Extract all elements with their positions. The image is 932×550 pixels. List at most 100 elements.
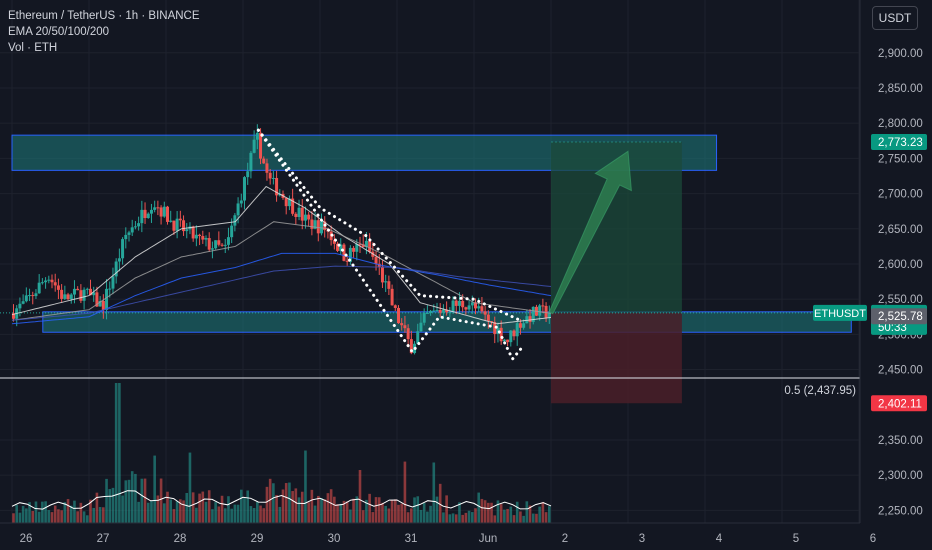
volume-bar: [204, 501, 208, 523]
volume-bar: [169, 499, 173, 523]
time-tick-label: 28: [174, 533, 187, 545]
candle: [291, 198, 295, 214]
candle: [28, 295, 32, 297]
volume-bar: [304, 450, 307, 523]
candle: [518, 323, 522, 328]
candle: [98, 301, 102, 307]
fib-label: 0.5 (2,437.95): [784, 385, 856, 397]
volume-indicator-label[interactable]: Vol · ETH: [8, 42, 58, 54]
volume-bar: [361, 510, 365, 523]
candle: [441, 309, 445, 313]
candle: [149, 209, 153, 214]
volume-bar: [182, 500, 185, 523]
volume-bar: [284, 483, 288, 523]
time-axis[interactable]: [0, 523, 932, 550]
candle: [316, 220, 320, 234]
candle: [403, 325, 407, 329]
candle: [194, 234, 198, 239]
volume-bar: [47, 510, 51, 523]
candle: [95, 292, 99, 307]
volume-bar: [37, 511, 41, 523]
candle: [249, 152, 253, 172]
volume-bar: [124, 480, 128, 523]
candle: [387, 281, 391, 289]
candle: [538, 305, 542, 316]
volume-bar: [477, 492, 481, 523]
volume-bar: [480, 498, 484, 523]
candle: [40, 282, 44, 284]
volume-bar: [531, 513, 535, 523]
candle: [76, 288, 80, 291]
volume-bar: [146, 502, 150, 523]
price-tick-label: 2,250.00: [878, 505, 923, 517]
candle: [127, 232, 131, 235]
volume-bar: [419, 509, 423, 523]
ema-line: [11, 252, 552, 325]
volume-bar: [220, 495, 224, 523]
volume-bar: [188, 452, 192, 523]
volume-bar: [191, 492, 195, 523]
volume-bar: [166, 491, 169, 523]
symbol-tag[interactable]: [813, 304, 867, 321]
price-tick-label: 2,300.00: [878, 470, 923, 482]
candle: [37, 282, 41, 294]
volume-bar: [316, 495, 320, 523]
time-tick-label: 3: [639, 533, 645, 545]
candle: [496, 327, 500, 334]
time-tick-label: 29: [251, 533, 264, 545]
candle: [220, 244, 224, 246]
candle: [352, 247, 356, 252]
candle: [92, 292, 96, 296]
volume-bar: [307, 502, 310, 523]
candle: [223, 244, 227, 246]
candle: [457, 300, 461, 306]
volume-bar: [470, 512, 474, 523]
candle: [515, 323, 519, 337]
volume-bar: [134, 473, 137, 523]
volume-bar: [461, 514, 464, 523]
wedge-lower-line[interactable]: [256, 128, 526, 362]
volume-bar: [143, 478, 147, 523]
symbol-title[interactable]: Ethereum / TetherUS · 1h · BINANCE: [8, 10, 200, 22]
volume-bar: [25, 508, 28, 523]
volume-bar: [162, 503, 166, 523]
candle: [69, 294, 73, 300]
stop-price-label-text: 2,402.11: [878, 398, 922, 410]
candle: [259, 132, 263, 159]
price-axis[interactable]: [860, 0, 932, 550]
candle: [393, 305, 397, 308]
candle: [397, 307, 400, 324]
ema-indicator-label[interactable]: EMA 20/50/100/200: [8, 26, 110, 38]
volume-bar: [541, 502, 545, 523]
candle: [432, 310, 436, 312]
candle: [374, 256, 378, 264]
candle: [409, 339, 413, 354]
candle: [419, 322, 423, 332]
candle: [18, 303, 22, 309]
volume-bar: [198, 493, 201, 523]
volume-bar: [85, 515, 89, 523]
volume-bar: [137, 501, 140, 523]
ema-line: [11, 221, 552, 321]
candle: [114, 261, 118, 277]
candle: [50, 279, 54, 283]
volume-bar: [31, 510, 35, 523]
target-price-label-text: 2,773.23: [878, 137, 923, 149]
candle: [246, 171, 250, 178]
volume-bar: [329, 489, 333, 523]
candle: [236, 203, 240, 216]
candle: [182, 220, 186, 232]
candle: [265, 163, 269, 173]
long-position-stop[interactable]: [551, 312, 682, 404]
candle: [358, 244, 362, 246]
candle: [124, 234, 128, 240]
candle: [214, 240, 218, 249]
candle: [448, 311, 452, 313]
currency-button[interactable]: USDT: [872, 6, 918, 30]
volume-bar: [159, 478, 163, 523]
target-arrow[interactable]: [548, 150, 632, 315]
volume-bar: [121, 495, 124, 523]
candle: [355, 244, 359, 252]
